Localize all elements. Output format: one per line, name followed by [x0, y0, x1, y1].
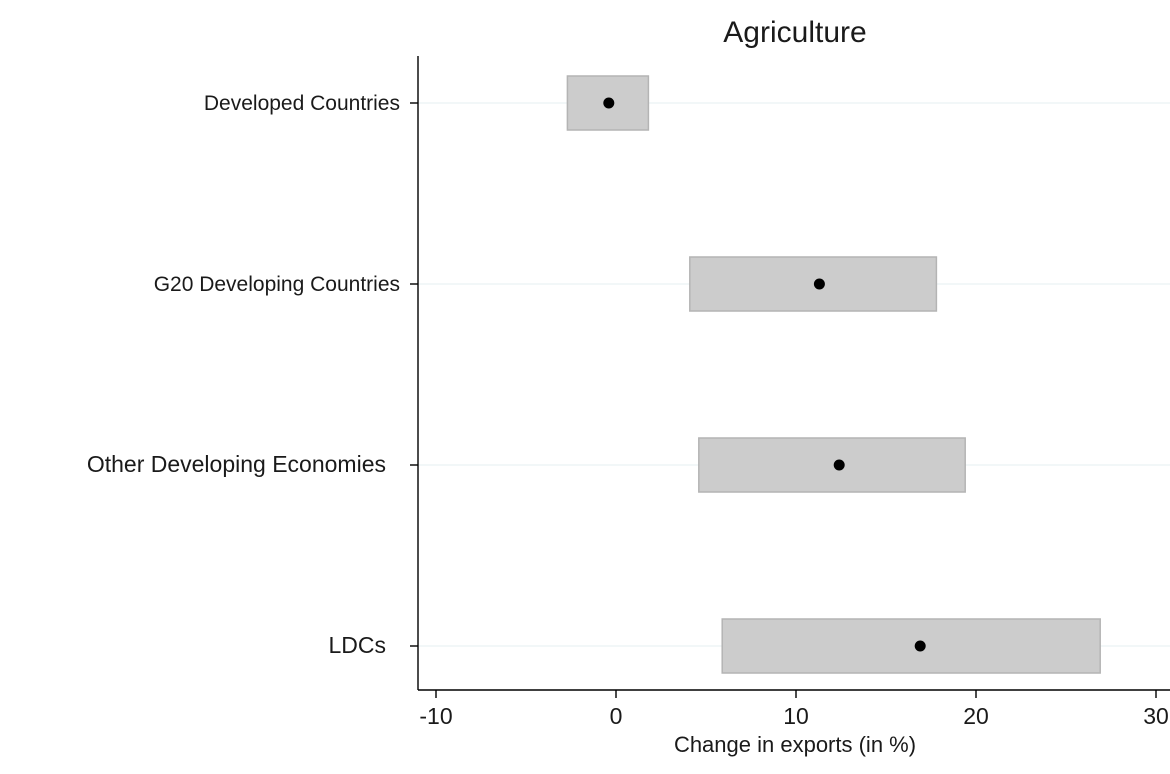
range-bar	[721, 618, 1101, 674]
x-axis-label: Change in exports (in %)	[674, 732, 916, 757]
gridlines	[418, 102, 1170, 647]
y-axis-ticks: Developed Countries G20 Developing Countr…	[87, 92, 418, 658]
chart-title: Agriculture	[723, 16, 866, 49]
range-bar	[689, 256, 938, 312]
y-tick-label: Other Developing Economies	[87, 451, 386, 477]
point-marker	[833, 459, 845, 471]
point-marker	[603, 97, 615, 109]
x-tick-label: 10	[783, 703, 809, 729]
x-tick-label: -10	[419, 703, 452, 729]
x-tick-label: 20	[963, 703, 989, 729]
y-tick-label: LDCs	[328, 632, 386, 658]
range-bars	[566, 75, 1101, 674]
y-tick-label: Developed Countries	[204, 92, 400, 115]
point-markers	[603, 97, 926, 652]
x-tick-label: 0	[610, 703, 623, 729]
x-axis-ticks: -10 0 10 20 30	[419, 690, 1169, 729]
point-marker	[813, 278, 825, 290]
range-bar	[698, 437, 966, 493]
y-tick-label: G20 Developing Countries	[154, 273, 400, 296]
x-tick-label: 30	[1143, 703, 1169, 729]
point-marker	[914, 640, 926, 652]
